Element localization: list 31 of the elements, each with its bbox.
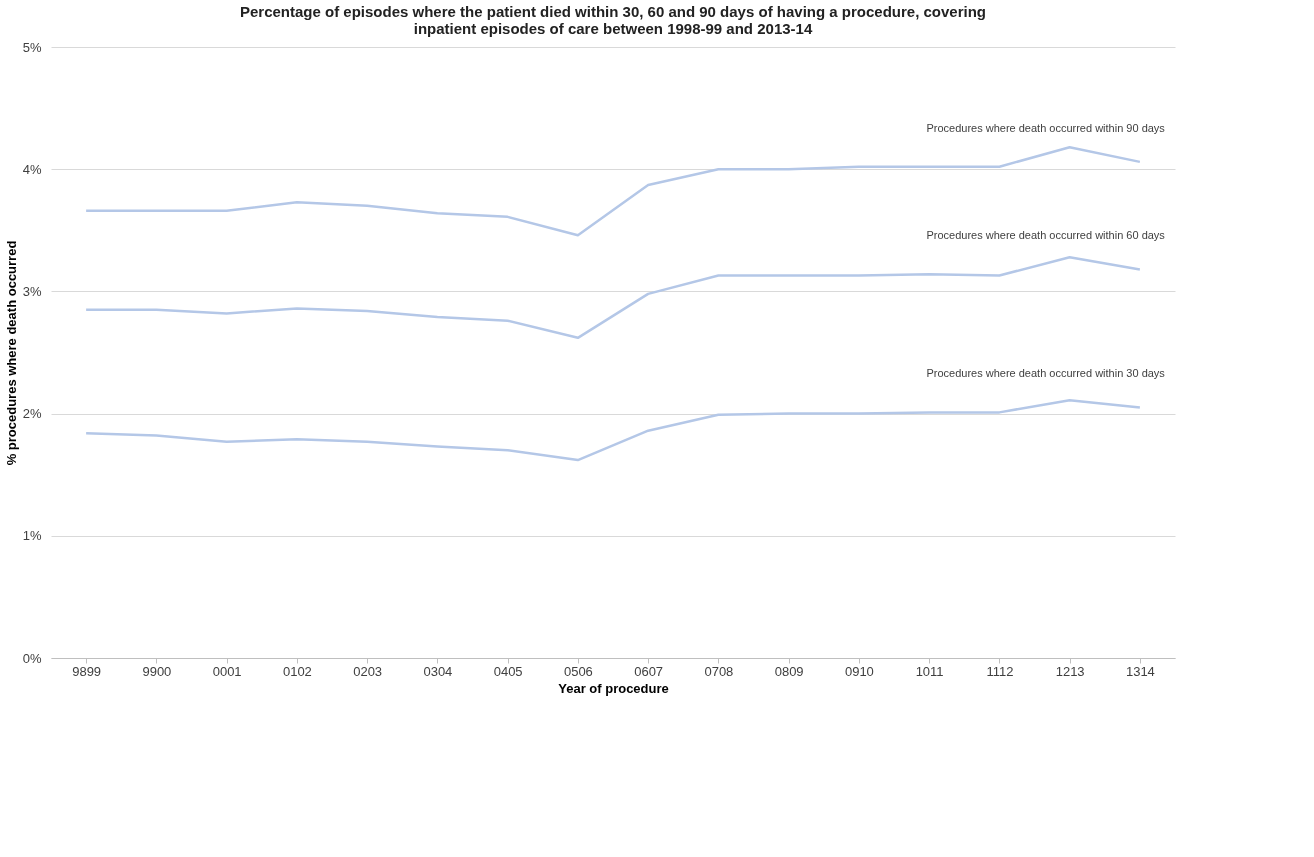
line-series [84, 145, 1142, 237]
chart-title: Percentage of episodes where the patient died within 30, 60 and 90 days of having a procedure, covering inpatient episodes of care between 1998-99 and 2013-14 [239, 3, 987, 37]
y-axis-title: % procedures where death occurred [3, 240, 19, 466]
x-tick-label: 1011 [915, 663, 944, 679]
x-tick-label: 1213 [1055, 663, 1085, 679]
text: Procedures where death occurred within 60 days [926, 229, 1166, 242]
x-tick-label: 0203 [353, 663, 383, 679]
x-tick-label: 9899 [72, 663, 102, 679]
line-series [84, 398, 1142, 462]
x-tick-label: 0304 [423, 663, 453, 679]
y-tick-label: 5% [22, 39, 42, 55]
y-tick-label: 3% [22, 283, 42, 299]
text: Procedures where death occurred within 90 days [926, 121, 1166, 134]
x-axis-title: Year of procedure [558, 680, 669, 696]
x-tick-label: 0910 [844, 663, 874, 679]
x-tick-label: 1112 [986, 663, 1014, 679]
x-tick-label: 0001 [212, 663, 242, 679]
x-tick-label: 0708 [704, 663, 734, 679]
text: Procedures where death occurred within 30 days [926, 367, 1166, 380]
y-tick-label: 4% [22, 161, 42, 177]
x-tick-label: 0506 [563, 663, 593, 679]
line-series [84, 255, 1142, 340]
x-tick-label: 0809 [774, 663, 804, 679]
y-tick-label: 2% [22, 406, 42, 422]
x-tick-label: 0405 [493, 663, 523, 679]
y-tick-label: 0% [22, 650, 42, 666]
x-tick-label: 1314 [1125, 663, 1155, 679]
x-tick-label: 0102 [282, 663, 312, 679]
x-tick-label: 0607 [634, 663, 664, 679]
y-tick-label: 1% [22, 528, 42, 544]
x-tick-label: 9900 [142, 663, 172, 679]
